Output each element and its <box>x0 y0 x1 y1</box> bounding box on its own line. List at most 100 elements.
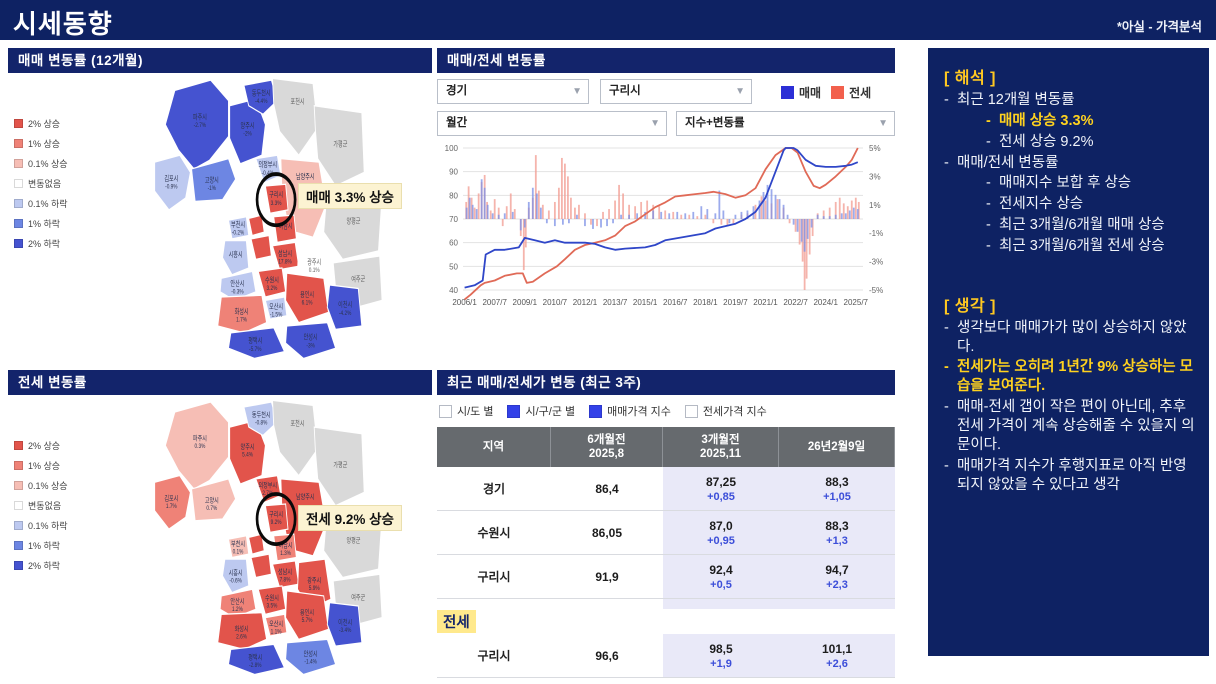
value-cell: 91,9 <box>551 555 663 599</box>
map-region-value: -0.6% <box>229 578 241 585</box>
legend-label: 0.1% 상승 <box>28 159 68 169</box>
checkbox-label: 전세가격 지수 <box>702 406 767 418</box>
legend-swatch <box>14 219 23 228</box>
series-label: 매매 <box>799 85 822 100</box>
map-region-label: 평택시 <box>248 653 262 662</box>
svg-text:2019/7: 2019/7 <box>723 298 748 307</box>
map-region-label: 파주시 <box>193 434 207 443</box>
filter-checkbox-item[interactable]: 시/구/군 별 <box>507 403 575 419</box>
map-region-paju <box>164 79 229 170</box>
table-spacer-row <box>437 599 895 609</box>
map-region-osan <box>264 296 288 320</box>
commentary-item: - 전세 상승 9.2% <box>986 133 1094 150</box>
value-cell: 94,7 +2,3 <box>779 555 895 599</box>
checkbox-label: 시/구/군 별 <box>525 406 576 418</box>
index-chart-panel: 매매/전세 변동률 경기 ▼ 구리시 ▼ 매매 전세 월간 ▼ 지수+변동률 ▼ … <box>437 48 895 307</box>
jeonse-annotation-text: 전세 9.2% 상승 <box>306 512 394 527</box>
legend-item: 변동없음 <box>14 499 68 512</box>
filter-checkbox-item[interactable]: 매매가격 지수 <box>589 403 671 419</box>
legend-label: 0.1% 하락 <box>28 199 68 209</box>
map-region-value: -0.8% <box>255 420 267 427</box>
mode-select-value: 지수+변동률 <box>685 117 745 129</box>
checkbox-unchecked[interactable] <box>439 404 452 418</box>
series-line <box>464 147 859 301</box>
map-region-value: 1.1% <box>271 629 282 636</box>
spacer-cell <box>663 599 779 609</box>
svg-text:3%: 3% <box>869 172 881 181</box>
legend-item: 1% 하락 <box>14 539 68 552</box>
city-select-value: 구리시 <box>609 85 641 97</box>
map-region-value: 2.7% <box>262 490 273 497</box>
map-region-value: -1.5% <box>270 312 283 319</box>
jeonse-map-panel-title: 전세 변동률 <box>8 370 432 395</box>
jeonse-change-map-panel: 전세 변동률 2% 상승 1% 상승 0.1% 상승 변동없음 0.1% 하락 1% 하락… <box>8 370 432 681</box>
map-region-label: 가평군 <box>333 139 347 149</box>
svg-text:2018/1: 2018/1 <box>693 298 718 307</box>
province-select[interactable]: 경기 ▼ <box>437 79 589 104</box>
legend-item: 1% 하락 <box>14 217 68 230</box>
map-region-value: 5.9% <box>309 585 320 592</box>
map-region-label: 의정부시 <box>258 480 277 489</box>
checkbox-label: 시/도 별 <box>457 406 494 418</box>
checkbox-checked[interactable] <box>589 404 603 418</box>
map-region-label: 남양주시 <box>296 171 315 181</box>
map-region-value: -2.8% <box>249 662 261 669</box>
commentary-item: - 최근 12개월 변동률 <box>944 92 1075 108</box>
table-filter-checkboxes: 시/도 별 시/구/군 별 매매가격 지수 전세가격 지수 <box>439 403 781 419</box>
commentary-item: - 최근 3개월/6개월 매매 상승 <box>986 217 1165 234</box>
svg-text:70: 70 <box>449 215 458 224</box>
series-color-swatch <box>781 85 794 99</box>
recent-change-table-panel: 최근 매매/전세가 변동 (최근 3주) 시/도 별 시/구/군 별 매매가격 지수… <box>437 370 895 678</box>
table-row: 경기 86,4 87,25 +0,85 88,3 +1,05 <box>437 467 895 511</box>
map-region-pocheon <box>272 77 319 157</box>
commentary-item: - 매매가격 지수가 후행지표로 아직 반영되지 않았을 수 있다고 생각 <box>944 457 1187 493</box>
map-region-label: 이천시 <box>338 299 352 309</box>
legend-item: 1% 상승 <box>14 459 68 472</box>
value-cell: 96,6 <box>551 634 663 678</box>
interpretation-list: - 최근 12개월 변동률 - 매매 상승 3.3% - 전세 상승 9.2% - 매매/전세… <box>944 91 1195 256</box>
price-index-change-chart: 100 90 80 70 60 50 40 5% 3% 1% -1% -3% -5% 2006/1 2007… <box>445 144 884 307</box>
map-region-hwaseong <box>217 294 268 334</box>
map-region-label: 안산시 <box>230 278 244 288</box>
map-region-label: 여주군 <box>351 273 365 283</box>
map-region-label: 파주시 <box>193 111 207 121</box>
filter-checkbox-item[interactable]: 시/도 별 <box>439 403 493 419</box>
svg-text:100: 100 <box>445 144 459 153</box>
value-cell: 87,25 +0,85 <box>663 467 779 511</box>
map-region-label: 여주군 <box>351 592 365 601</box>
map-region-bucheon <box>227 535 250 559</box>
filter-checkbox-item[interactable]: 전세가격 지수 <box>684 403 767 419</box>
map-region-anseong <box>285 321 337 360</box>
svg-text:60: 60 <box>449 239 458 248</box>
map-region-dongducheon <box>243 79 278 115</box>
legend-item: 2% 하락 <box>14 559 68 572</box>
map-region-pyeongtaek <box>227 643 286 676</box>
checkbox-checked[interactable] <box>507 404 521 418</box>
region-cell: 구리시 <box>437 555 551 599</box>
map-region-label: 부천시 <box>231 539 245 548</box>
checkbox-unchecked[interactable] <box>684 404 698 418</box>
legend-label: 1% 하락 <box>28 541 61 551</box>
value-cell: 88,3 +1,05 <box>779 467 895 511</box>
legend-swatch <box>14 179 23 188</box>
series-line <box>464 147 859 289</box>
legend-item: 0.1% 상승 <box>14 157 68 170</box>
spacer-cell <box>551 599 663 609</box>
period-select[interactable]: 월간 ▼ <box>437 111 667 136</box>
map-region-label: 안성시 <box>304 332 318 342</box>
mode-select[interactable]: 지수+변동률 ▼ <box>676 111 895 136</box>
map-region-value: 6.1% <box>302 300 313 307</box>
commentary-item: - 생각보다 매매가가 많이 상승하지 않았다. <box>944 319 1187 355</box>
map-region-label: 양주시 <box>241 442 255 451</box>
map-region-goyang <box>191 157 237 203</box>
map-region-icheon <box>326 601 363 647</box>
legend-swatch <box>14 541 23 550</box>
city-select[interactable]: 구리시 ▼ <box>600 79 752 104</box>
map-region-guri <box>264 503 289 534</box>
map-region-value: 0.3% <box>194 443 205 450</box>
map-region-value: 0.7% <box>206 505 217 512</box>
map-region-label: 화성시 <box>235 624 249 633</box>
value-cell: 88,3 +1,3 <box>779 511 895 555</box>
map-region-label: 양평군 <box>347 536 361 545</box>
